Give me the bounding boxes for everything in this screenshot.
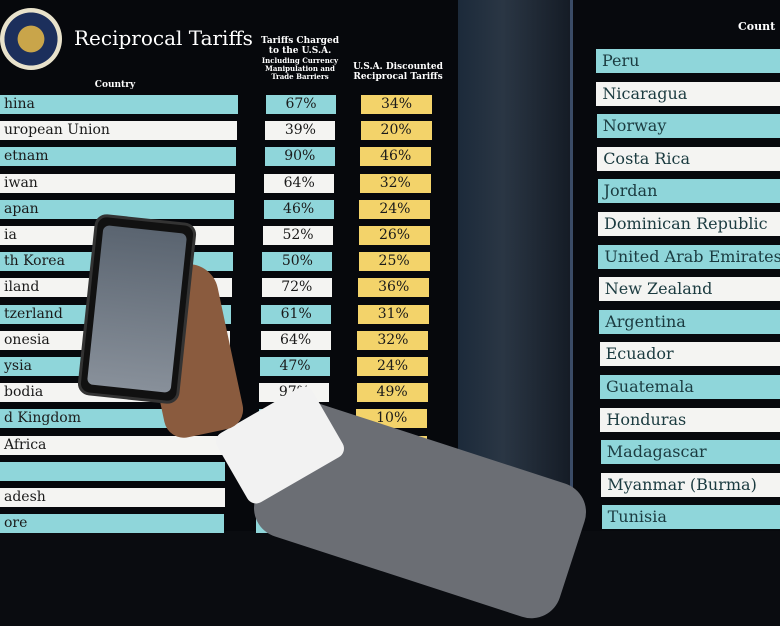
charged-cell: 46%	[263, 199, 334, 219]
discounted-cell: 46%	[360, 147, 432, 167]
phone-screen	[86, 225, 188, 393]
country-cell: adesh	[0, 488, 225, 507]
right-country-cell: Honduras	[600, 407, 780, 432]
country-cell: hina	[0, 95, 238, 114]
right-country-cell: Argentina	[599, 309, 780, 334]
right-country-cell: Madagascar	[600, 440, 780, 465]
charged-cell: 64%	[264, 173, 335, 193]
discounted-cell: 25%	[358, 252, 430, 272]
right-country-cell: Guatemala	[600, 375, 780, 399]
discounted-cell: 20%	[360, 121, 432, 141]
country-cell	[0, 461, 226, 481]
charged-cell: 39%	[265, 121, 336, 141]
right-country-cell: Dominican Republic	[598, 212, 780, 236]
board-title: Reciprocal Tariffs	[74, 26, 253, 50]
right-country-cell: Nicaragua	[596, 81, 780, 106]
smartphone	[76, 213, 198, 405]
board-divider	[458, 0, 570, 531]
right-country-header: Count	[738, 20, 776, 33]
discounted-cell: 24%	[357, 357, 428, 376]
presidential-seal	[0, 8, 62, 70]
right-country-cell: Myanmar (Burma)	[601, 472, 780, 497]
charged-subheader: Including Currency Manipulation and Trad…	[261, 56, 339, 81]
country-cell: Africa	[0, 435, 227, 455]
charged-cell: 90%	[264, 147, 335, 167]
charged-cell: 67%	[266, 95, 336, 114]
charged-cell: 52%	[263, 226, 333, 245]
discounted-header: U.S.A. Discounted Reciprocal Tariffs	[353, 62, 443, 82]
country-cell: etnam	[0, 147, 237, 167]
right-country-cell: Norway	[596, 114, 780, 139]
country-header: Country	[94, 80, 136, 90]
right-country-cell: Ecuador	[599, 342, 780, 367]
discounted-cell: 26%	[359, 226, 430, 245]
discounted-cell: 32%	[357, 330, 429, 350]
country-cell: apan	[0, 199, 235, 219]
charged-header: Tariffs Charged to the U.S.A.	[260, 36, 339, 56]
discounted-cell: 32%	[359, 173, 431, 193]
right-country-cell: Jordan	[597, 179, 780, 204]
discounted-cell: 31%	[357, 304, 429, 324]
charged-header-group: Tariffs Charged to the U.S.A. Including …	[256, 36, 344, 81]
right-country-cell: Tunisia	[601, 505, 780, 530]
charged-cell: 47%	[260, 357, 330, 376]
discounted-cell: 24%	[359, 199, 431, 219]
discounted-cell: 34%	[361, 95, 432, 114]
right-country-cell: Peru	[596, 49, 780, 73]
right-country-cell: United Arab Emirates	[598, 244, 780, 269]
charged-cell: 72%	[261, 278, 332, 298]
discounted-cell: 49%	[356, 383, 428, 403]
country-cell: ore	[0, 514, 224, 534]
charged-cell: 61%	[261, 304, 332, 324]
charged-cell: 50%	[262, 252, 333, 272]
charged-cell: 64%	[260, 330, 331, 350]
discounted-cell: 36%	[358, 278, 430, 298]
country-cell: uropean Union	[0, 121, 238, 141]
country-cell: iwan	[0, 173, 236, 193]
right-country-cell: Costa Rica	[597, 146, 780, 171]
right-country-cell: New Zealand	[598, 277, 780, 302]
